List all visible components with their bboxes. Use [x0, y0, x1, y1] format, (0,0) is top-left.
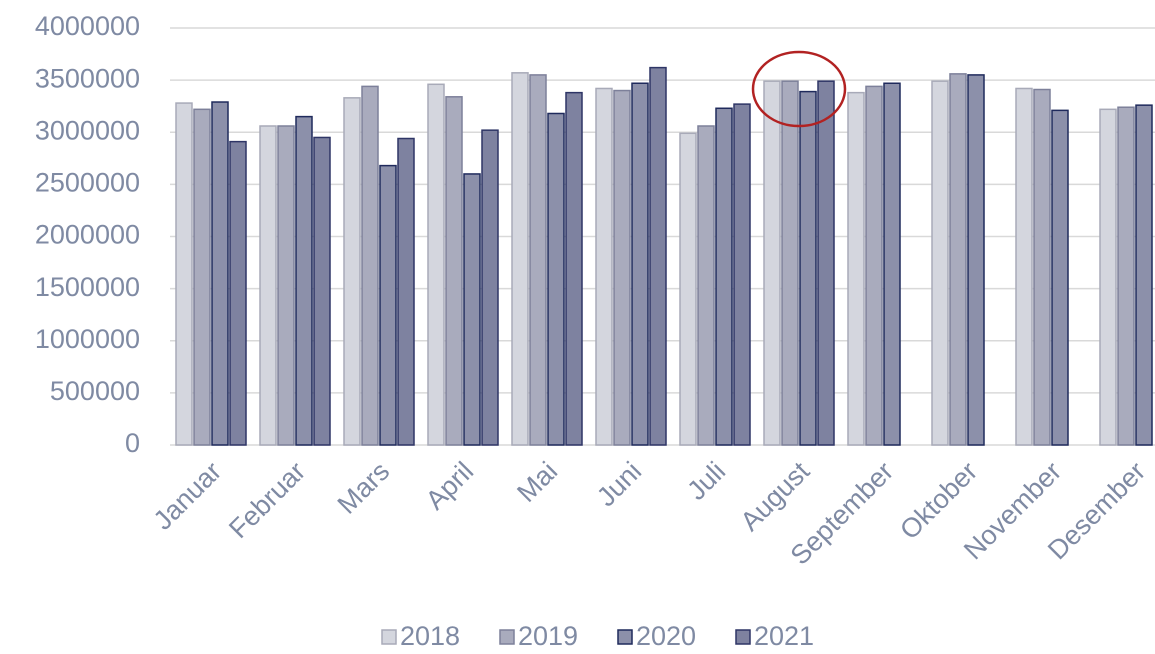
x-tick-label: August	[735, 456, 816, 537]
y-tick-label: 3500000	[35, 63, 140, 93]
bar	[1015, 87, 1033, 446]
bar	[361, 85, 379, 446]
bar	[481, 129, 499, 446]
bar	[883, 82, 901, 446]
bar	[847, 91, 865, 446]
bar	[511, 72, 529, 446]
bar	[565, 91, 583, 446]
x-tick-label: Mai	[511, 456, 563, 508]
bar	[649, 66, 667, 446]
bar	[781, 80, 799, 446]
bar	[1117, 106, 1135, 446]
bar	[697, 125, 715, 446]
bar	[547, 112, 565, 446]
bar	[931, 80, 949, 446]
x-tick-label: Mars	[332, 456, 396, 520]
bar	[295, 115, 313, 446]
x-tick-label: Juni	[591, 456, 647, 512]
bar	[211, 101, 229, 446]
bar	[229, 140, 247, 446]
bar	[343, 97, 361, 446]
bar	[595, 87, 613, 446]
x-tick-label: Februar	[223, 456, 311, 544]
legend-label: 2020	[636, 621, 696, 651]
bar	[529, 74, 547, 446]
bar	[193, 108, 211, 446]
bar	[679, 132, 697, 446]
bar	[1051, 109, 1069, 446]
bar	[967, 74, 985, 446]
legend-swatch	[381, 629, 397, 645]
bar	[613, 89, 631, 446]
y-tick-label: 0	[125, 428, 140, 458]
bar	[427, 83, 445, 446]
x-tick-label: Januar	[148, 456, 228, 536]
bar	[865, 85, 883, 446]
bar	[799, 90, 817, 446]
y-tick-label: 1500000	[35, 272, 140, 302]
bar	[1099, 108, 1117, 446]
bar	[817, 80, 835, 446]
bar	[1033, 88, 1051, 446]
bar	[277, 125, 295, 446]
bar	[631, 82, 649, 446]
y-tick-label: 2500000	[35, 168, 140, 198]
bar	[175, 102, 193, 446]
legend-swatch	[617, 629, 633, 645]
legend-swatch	[735, 629, 751, 645]
bar	[445, 96, 463, 446]
bar	[313, 136, 331, 446]
bar	[259, 125, 277, 446]
bar	[397, 137, 415, 446]
legend-label: 2018	[400, 621, 460, 651]
y-tick-label: 2000000	[35, 220, 140, 250]
bar	[733, 103, 751, 446]
y-tick-label: 1000000	[35, 324, 140, 354]
bar	[949, 73, 967, 446]
highlight-circle	[751, 50, 847, 128]
x-tick-label: Juli	[681, 456, 731, 506]
legend-label: 2019	[518, 621, 578, 651]
legend-label: 2021	[754, 621, 814, 651]
legend-swatch	[499, 629, 515, 645]
bar	[463, 173, 481, 446]
y-tick-label: 500000	[50, 376, 140, 406]
y-tick-label: 4000000	[35, 11, 140, 41]
bar	[763, 80, 781, 446]
x-tick-label: April	[420, 456, 479, 515]
bar	[1135, 104, 1153, 446]
bar	[379, 164, 397, 446]
y-tick-label: 3000000	[35, 115, 140, 145]
bar	[715, 107, 733, 446]
